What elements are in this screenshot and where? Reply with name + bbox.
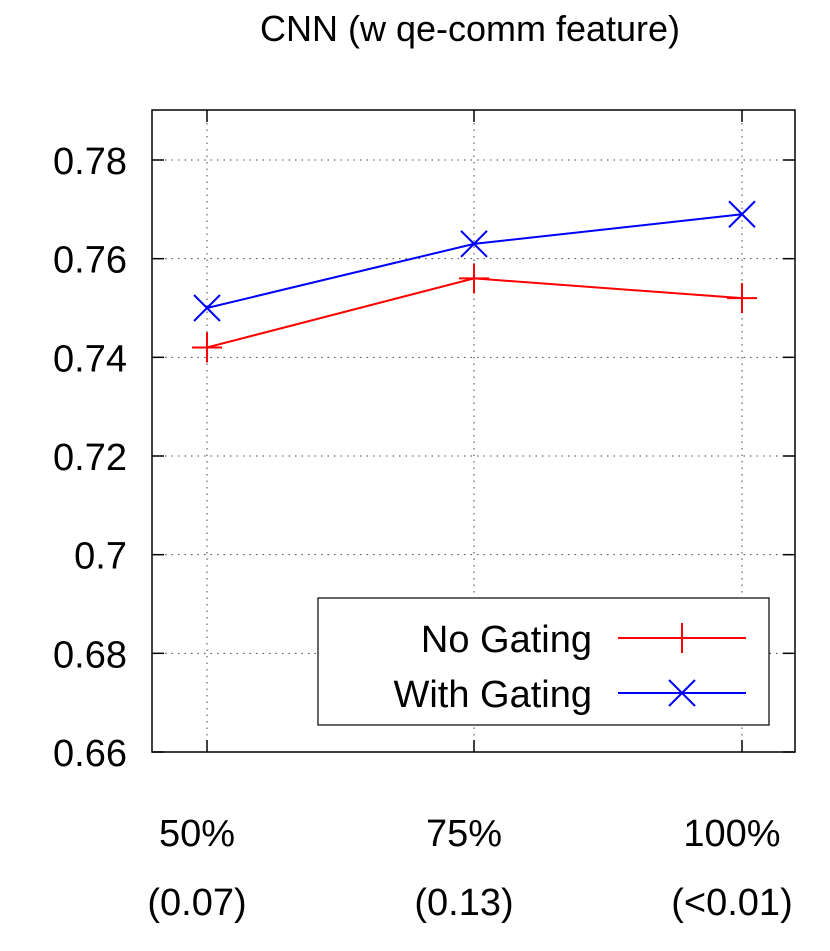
axis-ticks: [152, 110, 795, 753]
y-tick-label: 0.68: [53, 634, 127, 676]
legend: No Gating With Gating: [317, 597, 770, 726]
y-tick-label: 0.74: [53, 338, 127, 380]
x-tick-label: 50%: [159, 813, 235, 855]
x-tick-label: 75%: [426, 813, 502, 855]
x-tick-label: 100%: [683, 813, 780, 855]
y-tick-label: 0.7: [74, 536, 127, 578]
data-series: [192, 200, 757, 363]
legend-label: No Gating: [421, 619, 592, 661]
plus-marker: [459, 263, 489, 294]
plus-marker: [192, 332, 222, 363]
x-marker: [460, 230, 488, 258]
x-marker: [193, 294, 221, 322]
x-marker: [668, 679, 696, 707]
x-tick-sublabel: (0.07): [147, 882, 246, 924]
x-marker: [728, 200, 756, 228]
x-tick-sublabel: (<0.01): [671, 882, 792, 924]
y-axis-tick-labels: 0.66 0.68 0.7 0.72 0.74 0.76 0.78: [53, 141, 127, 775]
legend-label: With Gating: [393, 674, 592, 716]
x-tick-sublabel: (0.13): [414, 882, 513, 924]
y-tick-label: 0.72: [53, 437, 127, 479]
series-no-gating: [192, 263, 757, 363]
x-axis-tick-labels: 50% (0.07) 75% (0.13) 100% (<0.01): [147, 813, 792, 924]
y-tick-label: 0.78: [53, 141, 127, 183]
y-tick-label: 0.66: [53, 733, 127, 775]
chart-title: CNN (w qe-comm feature): [260, 8, 680, 49]
y-tick-label: 0.76: [53, 240, 127, 282]
plus-marker: [727, 283, 757, 314]
plus-marker: [667, 623, 697, 653]
series-with-gating: [193, 200, 756, 322]
